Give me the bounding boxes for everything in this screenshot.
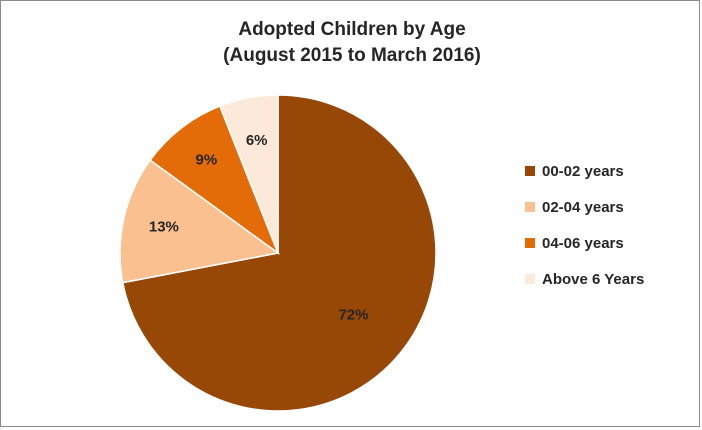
slice-label-2: 9% bbox=[195, 152, 217, 169]
legend-swatch-2 bbox=[525, 238, 535, 248]
chart-title: Adopted Children by Age bbox=[238, 19, 466, 40]
legend-swatch-1 bbox=[525, 202, 535, 212]
pie-slice-3 bbox=[218, 94, 279, 254]
legend-label-1: 02-04 years bbox=[542, 198, 624, 216]
slice-label-0: 72% bbox=[338, 306, 368, 323]
legend-label-2: 04-06 years bbox=[542, 234, 624, 252]
chart-legend: 00-02 years 02-04 years 04-06 years Abov… bbox=[525, 153, 695, 297]
legend-item-1: 02-04 years bbox=[525, 189, 695, 225]
legend-label-3: Above 6 Years bbox=[542, 270, 645, 288]
legend-swatch-3 bbox=[525, 274, 535, 284]
pie-slice-2 bbox=[149, 105, 280, 256]
pie-slice-1 bbox=[119, 159, 280, 284]
legend-label-0: 00-02 years bbox=[542, 162, 624, 180]
legend-item-2: 04-06 years bbox=[525, 225, 695, 261]
legend-item-3: Above 6 Years bbox=[525, 261, 695, 297]
chart-subtitle: (August 2015 to March 2016) bbox=[223, 45, 481, 66]
legend-item-0: 00-02 years bbox=[525, 153, 695, 189]
slice-label-1: 13% bbox=[149, 218, 179, 235]
slice-label-3: 6% bbox=[246, 132, 268, 149]
legend-swatch-0 bbox=[525, 166, 535, 176]
pie-slice-0 bbox=[121, 94, 437, 412]
